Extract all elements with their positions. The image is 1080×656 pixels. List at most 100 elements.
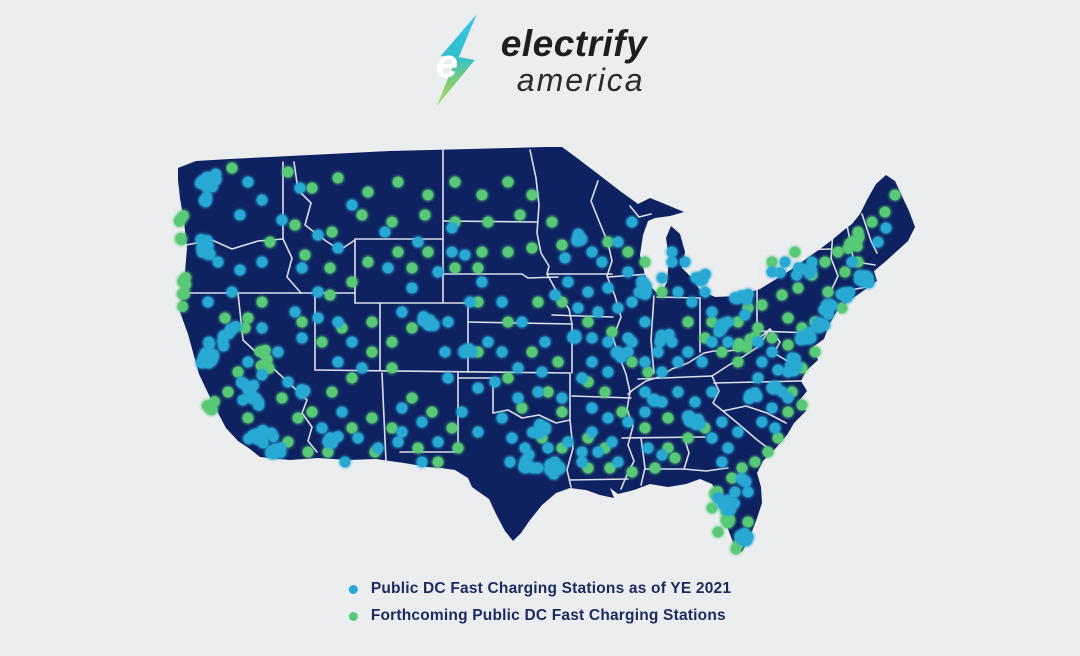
station-dot [363,343,381,361]
station-dot [794,330,812,348]
station-dot [329,353,347,371]
station-dot [603,433,621,451]
station-dot [709,523,727,541]
station-dot [509,359,527,377]
station-dot [719,313,737,331]
station-dot [343,196,361,214]
station-dot [663,243,681,261]
station-dot [653,446,671,464]
electrify-america-logo: e electrify america [433,14,647,106]
station-dot [333,403,351,421]
station-dot [703,303,721,321]
legend-label: Public DC Fast Charging Stations as of Y… [370,580,732,597]
station-dot [296,246,314,264]
station-dot [863,213,881,231]
station-dot [583,423,601,441]
station-dot [543,213,561,231]
station-dot [639,439,657,457]
station-dot [379,259,397,277]
station-dot [636,353,654,371]
station-dot [253,191,271,209]
station-dot [753,353,771,371]
station-dot [239,353,257,371]
station-dot [689,410,707,428]
station-dot [439,369,457,387]
station-dot [493,343,511,361]
station-dot [207,171,225,189]
station-dot [289,409,307,427]
station-dot [223,159,241,177]
station-dot [446,259,464,277]
station-dot [568,232,586,250]
station-dot [499,173,517,191]
station-dot [473,186,491,204]
station-dot [779,389,797,407]
station-dot [739,483,757,501]
station-dot [719,333,737,351]
station-dot [439,313,457,331]
station-dot [623,213,641,231]
station-dot [886,186,904,204]
station-dot [499,243,517,261]
station-dot [461,293,479,311]
station-dot [443,243,461,261]
station-dot [493,409,511,427]
station-dot [529,459,547,477]
station-dot [349,429,367,447]
station-dot [403,259,421,277]
station-dot [261,233,279,251]
station-dot [177,276,195,294]
station-dot [409,439,427,457]
station-dot [636,383,654,401]
station-dot [653,283,671,301]
existing-station-dots [191,165,895,550]
station-dot [593,253,611,271]
station-dot [533,363,551,381]
station-dot [323,223,341,241]
station-dot [323,383,341,401]
station-dot [413,413,431,431]
station-dot [741,386,759,404]
station-dot [227,318,245,335]
legend-label: Forthcoming Public DC Fast Charging Stat… [370,607,726,624]
station-dot [419,186,437,204]
station-dot [599,279,617,297]
station-dot [523,186,541,204]
station-dot [573,453,591,471]
station-dot [753,296,771,314]
station-dot [829,243,847,261]
station-dot [763,263,781,281]
station-dot [713,453,731,471]
station-dot [589,443,607,461]
legend-dot-icon [348,584,358,594]
station-dot [729,353,747,371]
station-dot [546,286,564,304]
station-dot [501,453,519,471]
station-dot [609,299,627,317]
station-dot [329,169,347,187]
station-dot [763,379,781,397]
station-dot [413,453,431,471]
station-dot [219,383,237,401]
station-dot [273,211,291,229]
station-dot [329,239,347,257]
station-dot [174,298,192,315]
station-dot [403,279,421,297]
station-dot [479,333,497,351]
station-dot [203,400,221,418]
station-dot [469,423,487,441]
station-dot [253,366,271,384]
station-dot [429,263,447,281]
station-dot [253,253,271,271]
station-dot [663,333,681,351]
station-dot [619,263,637,281]
station-dot [776,253,794,271]
station-dot [309,283,327,301]
station-dot [803,253,821,271]
station-dot [679,429,697,447]
station-dot [293,329,311,347]
station-dot [329,313,347,331]
station-dot [393,399,411,417]
station-dot [637,278,655,295]
station-dot [309,226,327,244]
